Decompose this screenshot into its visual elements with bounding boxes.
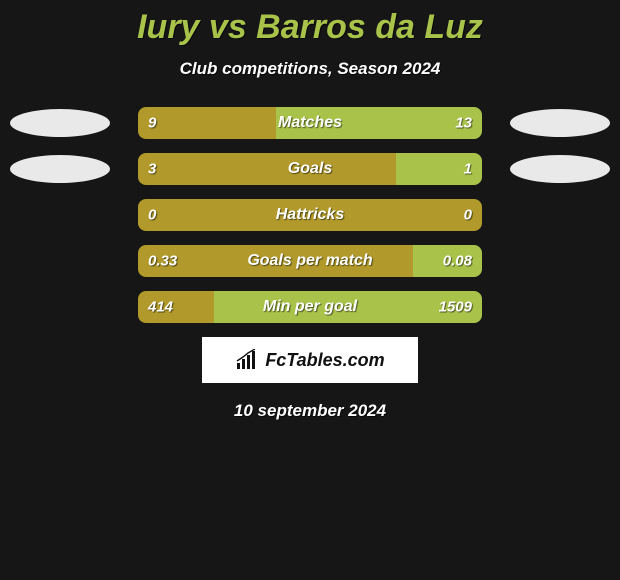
stat-row: 31Goals <box>0 153 620 185</box>
chart-icon <box>235 349 261 371</box>
stat-bar: 31Goals <box>138 153 482 185</box>
team-emblem-left <box>10 109 110 137</box>
stat-label: Goals per match <box>138 252 482 270</box>
stat-bar: 00Hattricks <box>138 199 482 231</box>
stat-row: 4141509Min per goal <box>0 291 620 323</box>
stat-row: 913Matches <box>0 107 620 139</box>
date-label: 10 september 2024 <box>0 401 620 421</box>
page-subtitle: Club competitions, Season 2024 <box>0 59 620 79</box>
stat-row: 0.330.08Goals per match <box>0 245 620 277</box>
stat-bar: 4141509Min per goal <box>138 291 482 323</box>
stat-bar: 913Matches <box>138 107 482 139</box>
team-emblem-right <box>510 155 610 183</box>
page-title: Iury vs Barros da Luz <box>0 0 620 47</box>
stat-label: Hattricks <box>138 206 482 224</box>
stat-bar: 0.330.08Goals per match <box>138 245 482 277</box>
stat-label: Goals <box>138 160 482 178</box>
stat-label: Matches <box>138 114 482 132</box>
brand-text: FcTables.com <box>265 350 384 371</box>
comparison-chart: 913Matches 31Goals 00Hattricks 0.330.08Goal… <box>0 107 620 323</box>
team-emblem-right <box>510 109 610 137</box>
stat-label: Min per goal <box>138 298 482 316</box>
team-emblem-left <box>10 155 110 183</box>
stat-row: 00Hattricks <box>0 199 620 231</box>
brand-box: FcTables.com <box>202 337 418 383</box>
